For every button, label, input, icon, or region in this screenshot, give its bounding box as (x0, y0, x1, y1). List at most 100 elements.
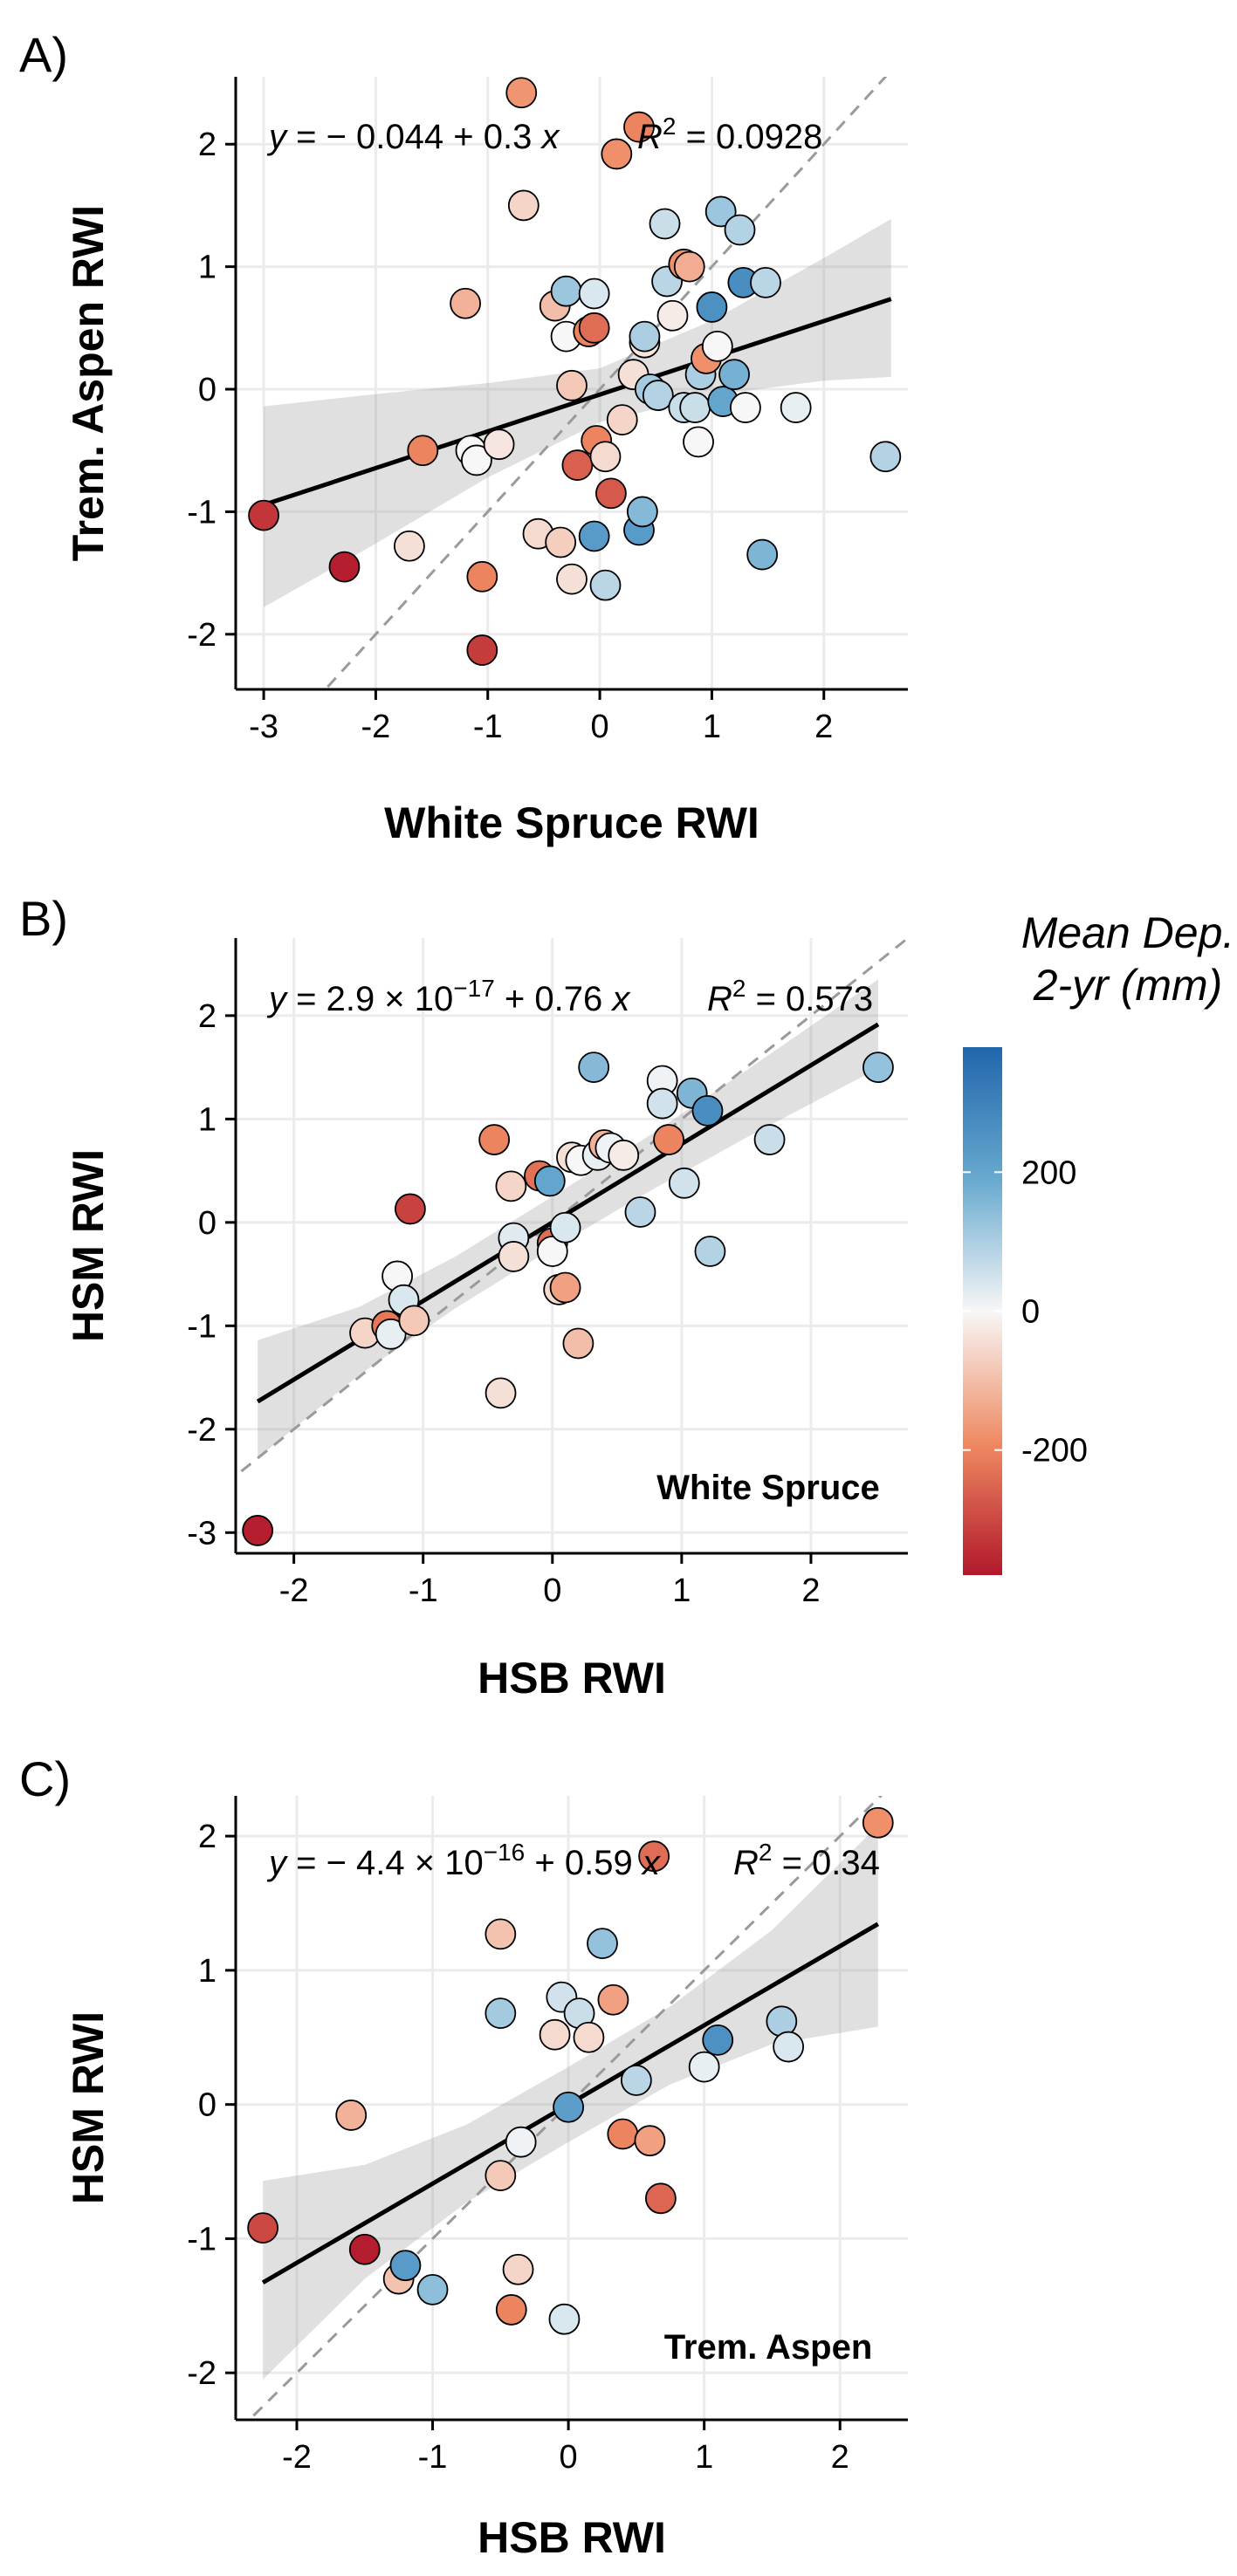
x-tick-label: 2 (831, 2439, 849, 2476)
x-tick-label: -3 (249, 709, 278, 745)
y-tick-label: -2 (187, 617, 216, 654)
scatter-point (549, 1211, 581, 1243)
scatter-point (646, 1087, 678, 1120)
x-axis-title: White Spruce RWI (384, 798, 759, 847)
plot-area (263, 77, 892, 689)
regression-line (263, 297, 892, 507)
scatter-point (466, 560, 498, 593)
colorbar-legend: Mean Dep. 2-yr (mm) 200 0 -200 (963, 908, 1234, 1575)
colorbar-tick-label: -200 (1021, 1433, 1088, 1470)
scatter-point (773, 2031, 805, 2063)
x-tick-label: -2 (282, 2439, 312, 2476)
scatter-point (348, 2233, 381, 2265)
scatter-point (578, 520, 610, 552)
scatter-point (328, 551, 361, 583)
scatter-point (656, 299, 689, 332)
scatter-point (578, 312, 610, 344)
y-tick-label: 2 (198, 998, 216, 1035)
y-axis-title: HSM RWI (64, 1149, 113, 1342)
y-tick-label: 2 (198, 1819, 216, 1855)
scatter-point (683, 426, 714, 458)
scatter-point (394, 530, 425, 562)
y-tick-label: 0 (198, 2087, 216, 2124)
y-axis-title: Trem. Aspen RWI (64, 205, 113, 561)
scatter-point (556, 369, 588, 401)
scatter-point (561, 449, 594, 481)
y-tick-label: 0 (198, 1205, 216, 1242)
scatter-point (691, 1094, 724, 1127)
x-tick-label: 1 (703, 709, 721, 745)
legend-title-line1: Mean Dep. (1021, 908, 1235, 957)
panel-c: -2 -1 0 1 2 -2 -1 0 1 2 HSB RWI HSM RWI C) y = − 4.4 … (19, 1751, 908, 2562)
scatter-point (730, 392, 761, 423)
r-squared-label: R2 = 0.0928 (637, 113, 822, 156)
scatter-point (502, 2253, 534, 2285)
scatter-point (688, 2051, 720, 2083)
colorbar-ticks: 200 0 -200 (963, 1154, 1088, 1470)
scatter-point (606, 404, 638, 436)
scatter-point (597, 1983, 629, 2016)
scatter-point (623, 111, 655, 143)
scatter-point (242, 1515, 274, 1546)
x-tick-label: -2 (361, 709, 391, 745)
scatter-point (607, 2118, 639, 2150)
scatter-point (483, 428, 515, 461)
y-tick-label: -2 (187, 2355, 216, 2392)
x-axis-title: HSB RWI (478, 2513, 666, 2562)
scatter-point (578, 277, 610, 310)
scatter-point (398, 1305, 430, 1337)
scatter-point (416, 2273, 449, 2305)
scatter-point (649, 208, 681, 240)
scatter-point (626, 496, 658, 528)
regression-equation: y = 2.9 × 10−17 + 0.76 x (266, 975, 631, 1018)
scatter-point (589, 441, 622, 473)
scatter-point (653, 1124, 684, 1155)
x-tick-label: 2 (801, 1572, 820, 1609)
scatter-point (629, 320, 661, 353)
scatter-point (673, 250, 705, 283)
scatter-point (696, 291, 728, 323)
scatter-point (484, 1918, 517, 1950)
scatter-point (335, 2100, 368, 2131)
scatter-point (395, 1193, 426, 1225)
scatter-point (533, 1165, 566, 1197)
scatter-point (638, 1840, 670, 1873)
scatter-point (539, 2018, 571, 2051)
scatter-point (545, 526, 577, 558)
species-annotation: White Spruce (656, 1469, 880, 1507)
scatter-point (553, 2091, 585, 2123)
scatter-point (247, 2212, 279, 2244)
y-tick-label: 1 (198, 1953, 216, 1990)
panel-label: B) (19, 891, 68, 946)
scatter-point (595, 477, 627, 510)
scatter-point (484, 2160, 517, 2192)
y-tick-label: -1 (187, 494, 216, 531)
scatter-point (780, 392, 812, 423)
scatter-point (702, 2024, 734, 2056)
scatter-point (869, 441, 902, 473)
x-tick-label: 1 (695, 2439, 713, 2476)
y-tick-label: 1 (198, 1101, 216, 1138)
x-tick-label: 1 (672, 1572, 691, 1609)
y-tick-label: 1 (198, 250, 216, 286)
x-tick-label: -1 (473, 709, 503, 745)
regression-equation: y = − 0.044 + 0.3 x (266, 118, 560, 156)
scatter-point (536, 1236, 568, 1267)
colorbar-tick-label: 0 (1021, 1294, 1040, 1331)
scatter-point (587, 1928, 618, 1960)
scatter-point (550, 275, 582, 307)
scatter-point (573, 2021, 605, 2053)
y-tick-label: 2 (198, 127, 216, 163)
scatter-point (634, 2125, 666, 2157)
scatter-point (562, 1327, 594, 1360)
regression-equation: y = − 4.4 × 10−16 + 0.59 x (266, 1839, 662, 1882)
scatter-point (624, 1196, 656, 1228)
y-tick-label: 0 (198, 372, 216, 408)
scatter-points (242, 1052, 894, 1546)
scatter-point (549, 1271, 581, 1304)
scatter-point (484, 1997, 517, 2029)
scatter-point (495, 2294, 527, 2326)
scatter-point (505, 2126, 537, 2158)
